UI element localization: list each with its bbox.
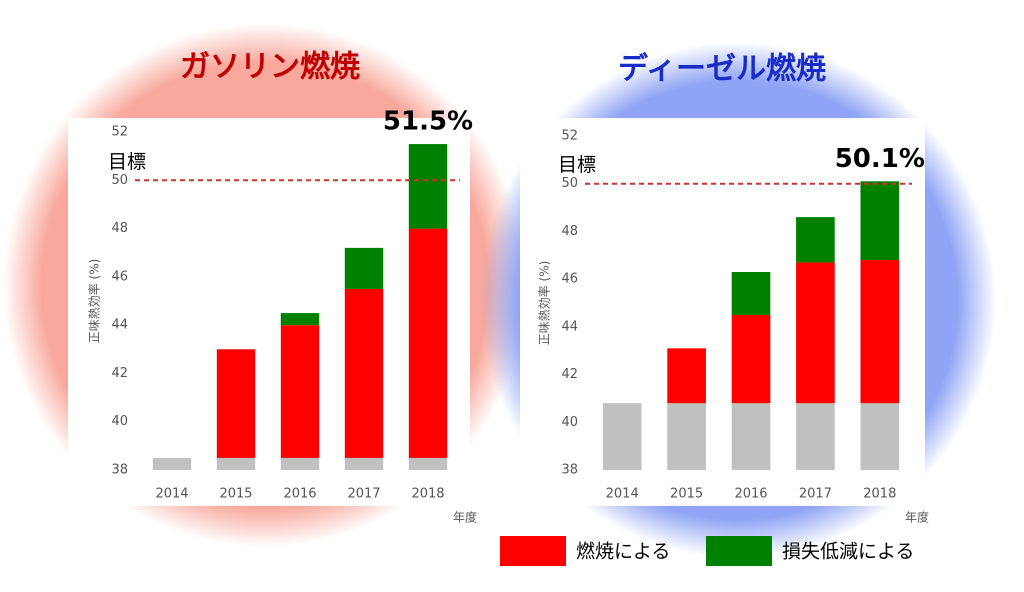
annotation: 51.5%	[383, 107, 473, 137]
legend-swatch	[706, 536, 772, 566]
y-tick-label: 40	[111, 414, 128, 429]
bar-segment	[731, 271, 771, 315]
bar-segment	[860, 181, 900, 261]
x-tick-label: 2017	[347, 487, 380, 502]
chart-title: ガソリン燃焼	[180, 50, 360, 85]
y-axis-label: 正味熱効率 (%)	[537, 261, 552, 346]
x-tick-label: 2018	[863, 487, 896, 502]
bar-segment	[860, 260, 900, 404]
x-tick-label: 2015	[219, 487, 252, 502]
y-axis-label: 正味熱効率 (%)	[87, 259, 102, 344]
x-tick-label: 2017	[799, 487, 832, 502]
y-tick-label: 38	[561, 463, 578, 478]
panel	[520, 118, 925, 506]
bar-segment	[280, 457, 320, 470]
bar-segment	[667, 403, 706, 470]
x-tick-label: 2016	[734, 487, 767, 502]
bar-segment	[280, 313, 320, 326]
bar-segment	[216, 349, 256, 458]
x-tick-label: 2015	[670, 487, 703, 502]
bar-segment	[216, 457, 256, 470]
bar-segment	[152, 457, 192, 470]
y-tick-label: 48	[111, 221, 128, 236]
bar-segment	[408, 457, 448, 470]
y-tick-label: 42	[561, 367, 578, 382]
target-label: 目標	[558, 154, 596, 176]
bar-segment	[667, 348, 706, 404]
bar-segment	[860, 403, 900, 470]
bar-segment	[796, 217, 835, 263]
x-tick-label: 2018	[411, 487, 444, 502]
x-axis-label: 年度	[905, 510, 929, 525]
y-tick-label: 42	[111, 366, 128, 381]
bar-segment	[344, 457, 384, 470]
bar-segment	[280, 325, 320, 458]
y-tick-label: 52	[561, 129, 578, 144]
target-label: 目標	[108, 151, 146, 173]
y-tick-label: 40	[561, 415, 578, 430]
chart-title: ディーゼル燃焼	[618, 52, 826, 87]
x-tick-label: 2016	[283, 487, 316, 502]
y-tick-label: 50	[111, 173, 128, 188]
bar-segment	[731, 314, 771, 404]
y-tick-label: 46	[111, 269, 128, 284]
y-tick-label: 48	[561, 224, 578, 239]
panel	[68, 118, 470, 506]
y-tick-label: 44	[111, 318, 128, 333]
legend-swatch	[500, 536, 566, 566]
x-tick-label: 2014	[606, 487, 639, 502]
legend-label: 損失低減による	[782, 541, 914, 563]
x-axis-label: 年度	[453, 510, 477, 525]
bar-segment	[796, 403, 835, 470]
y-tick-label: 44	[561, 319, 578, 334]
bar-segment	[796, 262, 835, 404]
bar-segment	[408, 228, 448, 458]
bar-segment	[602, 403, 642, 470]
bar-segment	[344, 247, 384, 289]
bar-segment	[344, 288, 384, 458]
y-tick-label: 52	[111, 125, 128, 140]
bar-segment	[731, 403, 771, 470]
y-tick-label: 50	[561, 176, 578, 191]
y-tick-label: 46	[561, 272, 578, 287]
legend-label: 燃焼による	[576, 541, 670, 563]
bar-segment	[408, 144, 448, 229]
annotation: 50.1%	[835, 144, 925, 174]
x-tick-label: 2014	[155, 487, 188, 502]
y-tick-label: 38	[111, 463, 128, 478]
